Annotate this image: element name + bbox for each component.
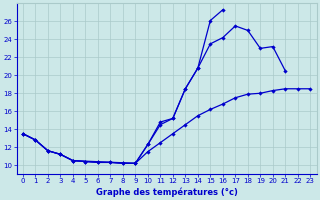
X-axis label: Graphe des températures (°c): Graphe des températures (°c) (96, 187, 237, 197)
